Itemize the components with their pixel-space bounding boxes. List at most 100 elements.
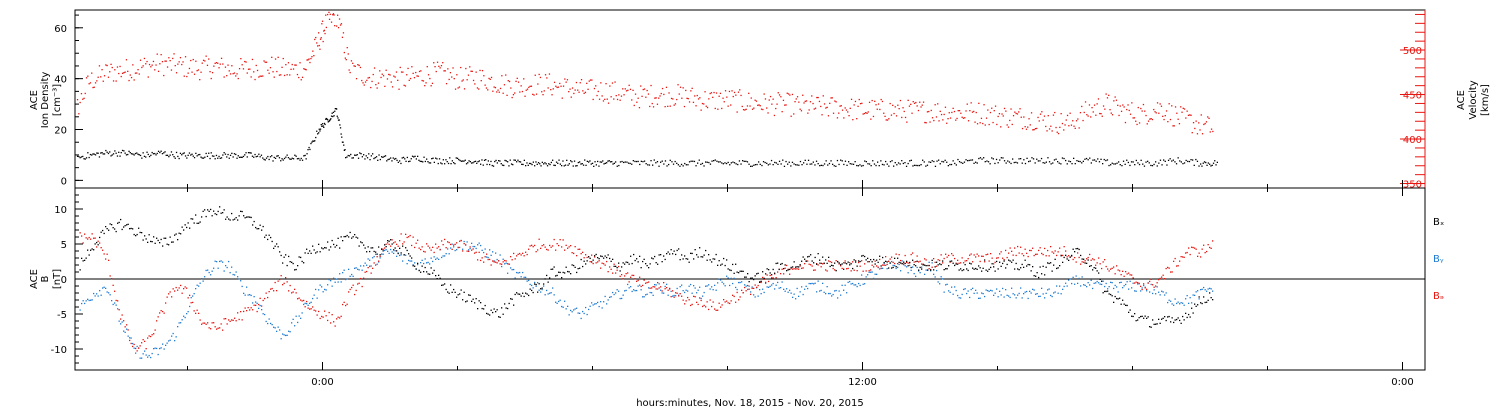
by-point: [817, 280, 819, 282]
bz-point: [963, 262, 965, 264]
velocity-point: [575, 81, 578, 84]
velocity-point: [651, 102, 653, 105]
by-point: [130, 337, 132, 339]
bz-point: [552, 245, 554, 247]
by-point: [1176, 302, 1178, 305]
bz-point: [1033, 254, 1035, 257]
density-point: [1071, 163, 1073, 165]
velocity-point: [269, 67, 272, 69]
bx-point: [723, 257, 725, 260]
bz-point: [402, 243, 404, 245]
velocity-point: [183, 75, 185, 77]
velocity-tick-label: 400: [1403, 135, 1422, 146]
bx-point: [925, 265, 927, 267]
bx-point: [771, 274, 773, 276]
by-point: [837, 297, 839, 299]
bx-point: [343, 236, 345, 238]
bz-point: [1162, 274, 1164, 276]
bz-point: [433, 251, 435, 254]
density-point: [129, 152, 131, 154]
bx-point: [949, 260, 951, 262]
density-point: [263, 158, 265, 161]
bz-point: [612, 272, 614, 274]
bz-point: [333, 321, 335, 323]
velocity-point: [368, 76, 371, 79]
velocity-point: [283, 74, 286, 77]
velocity-point: [557, 86, 560, 88]
by-point: [325, 289, 327, 291]
bz-point: [450, 243, 452, 246]
by-point: [1095, 282, 1097, 284]
bx-point: [814, 256, 816, 259]
bz-point: [895, 253, 897, 255]
density-point: [1172, 159, 1174, 161]
density-point: [1195, 158, 1197, 161]
density-point: [1190, 159, 1192, 161]
velocity-point: [645, 96, 647, 98]
bz-point: [496, 262, 498, 264]
density-point: [559, 163, 561, 165]
density-point: [163, 152, 165, 154]
density-point: [1015, 161, 1017, 163]
bx-point: [261, 229, 263, 231]
bfield-points: [79, 206, 1214, 359]
velocity-point: [754, 99, 756, 101]
by-point: [94, 295, 96, 297]
bz-point: [250, 307, 252, 309]
density-point: [905, 165, 908, 167]
velocity-point: [393, 75, 395, 77]
velocity-point: [1173, 125, 1175, 127]
bx-point: [216, 213, 218, 216]
velocity-point: [758, 104, 760, 106]
velocity-point: [1070, 124, 1073, 126]
velocity-point: [449, 72, 452, 74]
velocity-point: [407, 67, 409, 70]
velocity-point: [1039, 113, 1042, 115]
bx-point: [318, 243, 320, 245]
density-point: [255, 156, 257, 158]
by-point: [766, 286, 768, 288]
by-point: [136, 345, 138, 348]
bz-point: [595, 262, 597, 264]
velocity-point: [1006, 124, 1008, 126]
density-point: [711, 160, 713, 162]
by-point: [388, 252, 390, 254]
density-point: [238, 156, 241, 158]
bx-point: [151, 241, 153, 243]
density-point: [161, 153, 164, 155]
legend-bx: Bₓ: [1433, 217, 1444, 228]
density-point: [546, 165, 549, 167]
velocity-point: [686, 97, 688, 99]
bx-point: [544, 278, 546, 280]
velocity-point: [646, 89, 648, 92]
bz-point: [222, 329, 224, 331]
density-point: [650, 160, 652, 162]
by-point: [718, 278, 720, 280]
by-point: [673, 294, 675, 297]
density-point: [456, 157, 459, 159]
density-point: [307, 149, 309, 151]
density-point: [155, 154, 157, 156]
bx-point: [168, 244, 170, 246]
velocity-point: [439, 67, 441, 69]
bz-point: [97, 240, 99, 242]
by-point: [1032, 288, 1034, 290]
bz-point: [850, 270, 852, 272]
density-point: [286, 154, 288, 156]
velocity-point: [724, 90, 727, 92]
velocity-point: [871, 99, 873, 102]
by-point: [279, 329, 281, 331]
bx-point: [555, 275, 557, 277]
bx-point: [253, 220, 255, 223]
density-point: [593, 165, 595, 167]
velocity-point: [580, 79, 583, 81]
bz-point: [178, 287, 180, 289]
velocity-point: [1194, 127, 1196, 130]
bx-point: [1186, 316, 1188, 319]
by-point: [535, 285, 537, 287]
density-point: [609, 161, 612, 163]
bx-point: [711, 261, 713, 263]
by-point: [243, 292, 245, 294]
velocity-point: [496, 91, 498, 93]
by-point: [139, 357, 141, 359]
